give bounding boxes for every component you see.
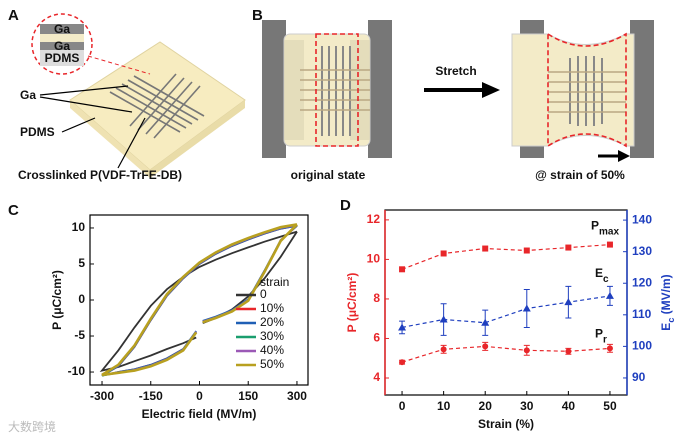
legend-label: 0 xyxy=(260,287,267,301)
y2-tick-label: 140 xyxy=(632,212,652,226)
y2-tick-label: 100 xyxy=(632,339,652,353)
data-point xyxy=(606,241,613,248)
film-side xyxy=(150,100,245,178)
arrow-label: Stretch xyxy=(435,64,476,78)
y2-tick-label: 90 xyxy=(632,370,646,384)
x-tick-label: 20 xyxy=(479,399,493,413)
original-sample xyxy=(262,20,392,158)
data-point xyxy=(523,247,530,254)
y-tick-label: -10 xyxy=(68,364,86,378)
x-tick-label: 10 xyxy=(437,399,451,413)
x-tick-label: 0 xyxy=(196,389,203,403)
x-axis-label: Strain (%) xyxy=(478,417,534,431)
label-part: c xyxy=(603,274,609,285)
data-point xyxy=(440,346,447,353)
label-part: E xyxy=(595,266,603,280)
x-tick-label: 300 xyxy=(287,389,307,403)
label-part: P xyxy=(591,219,599,233)
chart: C -300 -150 0 150 300 -10 -5 0 5 10 Electric field … xyxy=(8,202,309,421)
chart: D 0 10 20 30 40 50 4 6 8 10 12 Strain (%) P (μC/cm²) 9… xyxy=(340,197,676,431)
y-tick-label: 12 xyxy=(367,212,381,226)
label: PDMS xyxy=(20,125,55,139)
data-point xyxy=(399,359,406,366)
y-tick-label: -5 xyxy=(74,328,85,342)
x-axis-label: Electric field (MV/m) xyxy=(142,407,257,421)
y-tick-label: 0 xyxy=(78,292,85,306)
data-point xyxy=(399,266,406,273)
y2-tick-label: 120 xyxy=(632,275,652,289)
panel-label: B xyxy=(252,7,263,24)
pointers xyxy=(39,85,146,169)
panel-label: D xyxy=(340,197,351,214)
inset-label: Ga xyxy=(54,22,70,36)
y-tick-label: 6 xyxy=(373,331,380,345)
x-tick-label: 150 xyxy=(238,389,258,403)
caption: @ strain of 50% xyxy=(535,168,625,182)
legend-title: strain xyxy=(260,275,289,289)
legend-label: 30% xyxy=(260,329,284,343)
series-line xyxy=(401,244,611,270)
label-part: c xyxy=(666,318,676,323)
y2-tick-label: 110 xyxy=(632,307,652,321)
series-line xyxy=(401,295,611,328)
y-tick-label: 10 xyxy=(72,220,86,234)
legend-label: 50% xyxy=(260,357,284,371)
data-point xyxy=(439,315,448,323)
y-axis-label: P (μC/cm²) xyxy=(345,273,359,333)
series-line xyxy=(101,223,298,377)
data-point xyxy=(606,345,613,352)
data-point xyxy=(440,250,447,257)
stretched-sample xyxy=(511,20,654,162)
watermark: 大数跨境 xyxy=(8,419,56,434)
x-tick-label: 0 xyxy=(399,399,406,413)
data-point xyxy=(605,291,614,299)
data-point xyxy=(565,348,572,355)
series-label: Pmax xyxy=(591,219,619,238)
data-point xyxy=(522,304,531,312)
x-tick-label: 50 xyxy=(603,399,617,413)
panel-label: C xyxy=(8,202,19,219)
x-tick-label: -300 xyxy=(90,389,114,403)
label-part: P xyxy=(595,327,603,341)
inset-label: PDMS xyxy=(45,51,80,65)
y-tick-label: 5 xyxy=(78,256,85,270)
x-tick-label: 30 xyxy=(520,399,534,413)
y-axis-label: P (μC/cm²) xyxy=(50,270,64,330)
plot-frame xyxy=(384,209,628,396)
label-part: r xyxy=(603,334,607,345)
data-point xyxy=(482,245,489,252)
y-tick-label: 4 xyxy=(373,370,380,384)
legend-label: 10% xyxy=(260,301,284,315)
label-part: (MV/m) xyxy=(659,274,673,317)
x-tick-label: 40 xyxy=(562,399,576,413)
y2-axis-label: Ec (MV/m) xyxy=(659,274,676,330)
label: Ga xyxy=(20,88,36,102)
series-label: Ec xyxy=(595,266,609,285)
x-tick-label: -150 xyxy=(139,389,163,403)
data-point xyxy=(398,323,407,331)
label-part: E xyxy=(659,323,673,331)
inset xyxy=(31,13,151,75)
electrodes xyxy=(109,73,205,139)
y-tick-label: 8 xyxy=(373,291,380,305)
y-tick-label: 10 xyxy=(367,252,381,266)
data-point xyxy=(565,244,572,251)
series-label: Pr xyxy=(595,327,607,346)
data-point xyxy=(482,343,489,350)
data-point xyxy=(481,318,490,326)
label-part: max xyxy=(599,227,619,238)
arrow-head xyxy=(482,82,500,98)
data-point xyxy=(523,347,530,354)
legend-label: 20% xyxy=(260,315,284,329)
legend-label: 40% xyxy=(260,343,284,357)
panel-label: A xyxy=(8,7,19,24)
series-line xyxy=(401,345,611,363)
inset-label: Ga xyxy=(54,39,70,53)
y2-tick-label: 130 xyxy=(632,244,652,258)
data-point xyxy=(564,298,573,306)
label: Crosslinked P(VDF-TrFE-DB) xyxy=(18,168,182,182)
caption: original state xyxy=(291,168,366,182)
